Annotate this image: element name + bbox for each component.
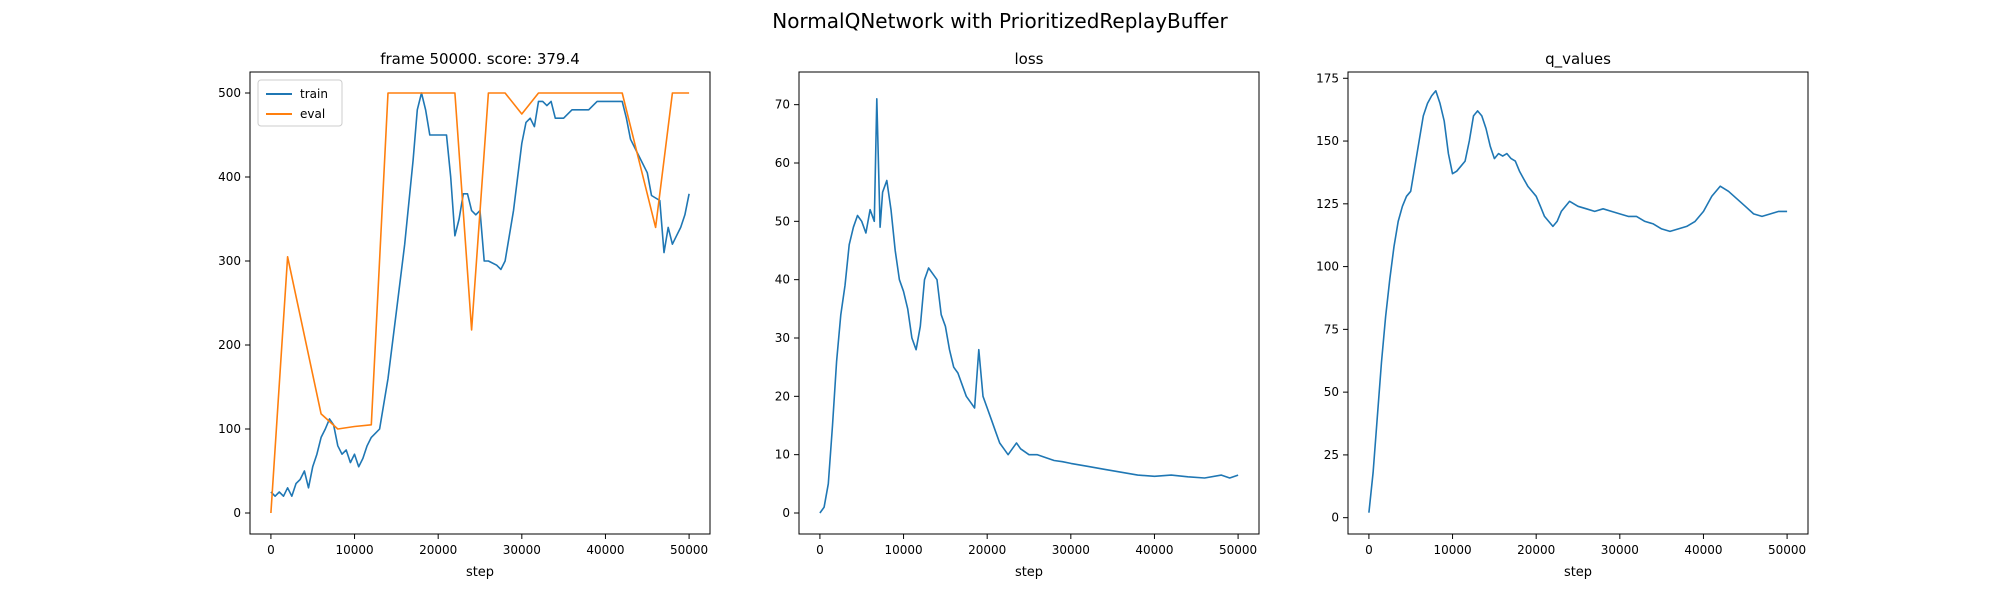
score-y-tick-label: 500 (218, 86, 241, 100)
q-values-chart-title: q_values (1545, 50, 1611, 69)
q-values-plot-area (1347, 71, 1809, 535)
score-x-tick-label: 0 (267, 543, 275, 557)
panel-score: frame 50000. score: 379.4 step 0 10000 20000… (218, 50, 711, 580)
loss-chart-title: loss (1015, 50, 1044, 68)
q-values-y-tick-label: 100 (1316, 260, 1339, 274)
loss-y-tick-label: 50 (775, 214, 790, 228)
q-values-y-tick-label: 175 (1316, 71, 1339, 85)
score-x-tick-label: 20000 (419, 543, 457, 557)
q-values-series-line-value (1368, 90, 1788, 513)
q-values-y-tick-label: 125 (1316, 197, 1339, 211)
q-values-x-tick-label: 40000 (1684, 543, 1722, 557)
legend-label-eval: eval (300, 107, 325, 121)
score-x-tick-label: 40000 (586, 543, 624, 557)
score-series-line-train (270, 92, 690, 498)
score-plot-area (249, 71, 711, 535)
score-y-tick-label: 400 (218, 170, 241, 184)
score-x-tick-label: 10000 (335, 543, 373, 557)
q-values-x-tick-label: 0 (1365, 543, 1373, 557)
loss-plot-area (798, 71, 1260, 535)
loss-y-tick-label: 10 (775, 448, 790, 462)
q-values-x-tick-label: 20000 (1517, 543, 1555, 557)
score-y-tick-label: 100 (218, 422, 241, 436)
score-series-line-eval (270, 92, 690, 514)
score-y-tick-label: 300 (218, 254, 241, 268)
loss-y-tick-label: 20 (775, 389, 790, 403)
legend-label-train: train (300, 87, 328, 101)
loss-x-tick-label: 30000 (1052, 543, 1090, 557)
score-chart-title: frame 50000. score: 379.4 (380, 50, 580, 68)
loss-y-tick-label: 60 (775, 156, 790, 170)
q-values-y-tick-label: 150 (1316, 134, 1339, 148)
q-values-y-tick-label: 75 (1324, 322, 1339, 336)
loss-x-tick-label: 10000 (884, 543, 922, 557)
panel-loss: loss step 0 10000 20000 30000 40000 50000 0 10 20 3… (775, 50, 1260, 580)
q-values-x-tick-label: 50000 (1768, 543, 1806, 557)
score-legend: train eval (257, 79, 343, 127)
loss-y-tick-label: 0 (782, 506, 790, 520)
loss-y-tick-label: 70 (775, 98, 790, 112)
loss-x-tick-label: 50000 (1219, 543, 1257, 557)
q-values-y-tick-label: 25 (1324, 448, 1339, 462)
loss-series-line-value (819, 98, 1239, 514)
score-y-tick-label: 200 (218, 338, 241, 352)
q-values-y-tick-label: 0 (1331, 511, 1339, 525)
q-values-x-tick-label: 30000 (1601, 543, 1639, 557)
loss-x-tick-label: 40000 (1135, 543, 1173, 557)
loss-x-tick-label: 0 (816, 543, 824, 557)
q-values-y-tick-label: 50 (1324, 385, 1339, 399)
score-x-axis-label: step (466, 565, 494, 580)
q-values-x-tick-label: 10000 (1433, 543, 1471, 557)
figure-suptitle: NormalQNetwork with PrioritizedReplayBuf… (772, 9, 1228, 33)
score-y-tick-label: 0 (233, 506, 241, 520)
loss-y-tick-label: 30 (775, 331, 790, 345)
q-values-x-axis-label: step (1564, 565, 1592, 580)
loss-x-axis-label: step (1015, 565, 1043, 580)
score-x-tick-label: 30000 (503, 543, 541, 557)
loss-x-tick-label: 20000 (968, 543, 1006, 557)
score-x-tick-label: 50000 (670, 543, 708, 557)
loss-y-tick-label: 40 (775, 273, 790, 287)
